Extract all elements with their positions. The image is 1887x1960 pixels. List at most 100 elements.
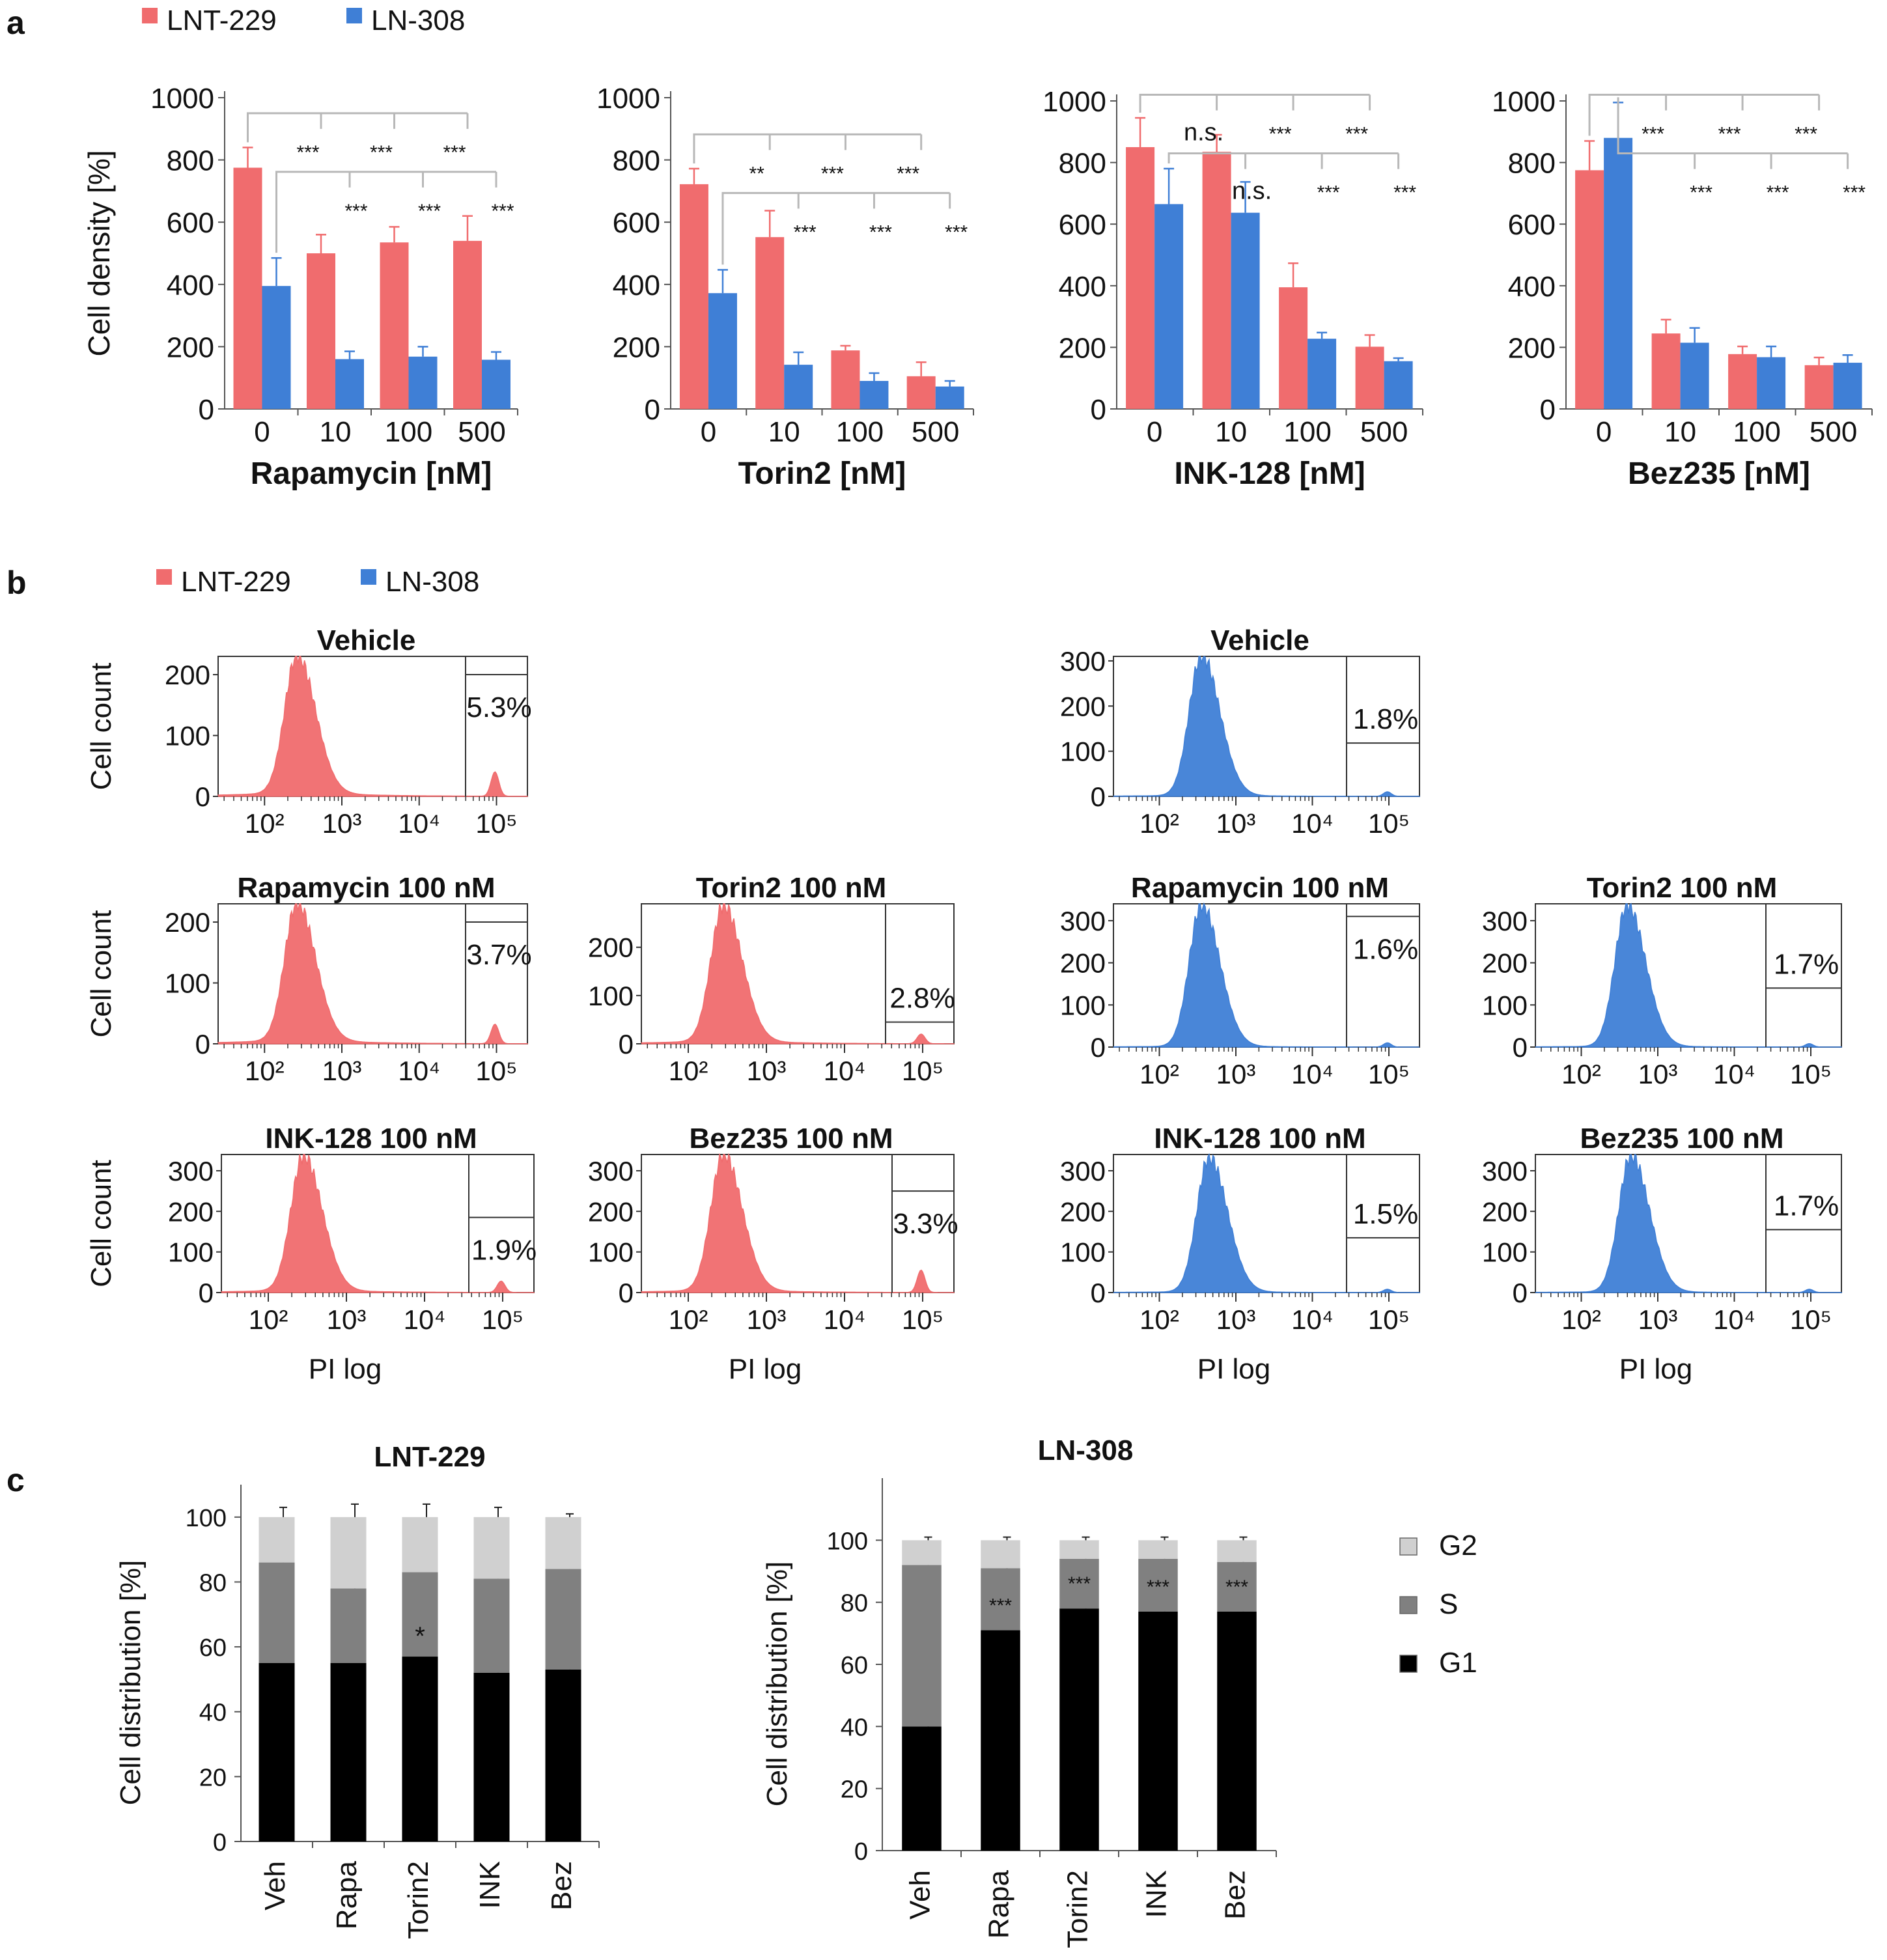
x-tick-label-5: 10⁵ <box>1790 1304 1832 1335</box>
bracket-lnt <box>247 112 468 143</box>
segment-g2-veh <box>259 1517 295 1563</box>
plot-frame <box>221 1154 535 1293</box>
bar-lnt-229-500 <box>1355 346 1384 409</box>
y-tick-label-0: 0 <box>619 1029 634 1059</box>
segment-g1-torin2 <box>1059 1608 1099 1851</box>
histogram-area <box>1535 903 1842 1048</box>
y-tick-label-200: 200 <box>588 1196 634 1227</box>
gate-percent-label: 1.7% <box>1774 1190 1839 1222</box>
density-chart-ink128: 0 200 400 600 800 1000 0 10 100 500 n.s. n.s. *** ***… <box>1042 86 1423 491</box>
y-tick-label-0: 0 <box>645 394 660 426</box>
y-tick-label-40: 40 <box>199 1700 227 1727</box>
bar-ln-308-10 <box>335 359 364 409</box>
sig-annotation-rapa: *** <box>989 1595 1012 1617</box>
x-tick-label-4: 10⁴ <box>1713 1304 1755 1335</box>
bracket-lnt <box>1588 94 1819 136</box>
histogram-title: Bez235 100 nM <box>689 1123 893 1155</box>
y-axis-title: Cell count <box>85 663 117 791</box>
segment-g2-rapa <box>981 1540 1020 1569</box>
sig-ln-500: *** <box>1843 182 1866 204</box>
plot-frame <box>217 656 528 797</box>
sig-lnt-10: *** <box>1642 124 1664 145</box>
sig-lnt-500: *** <box>897 163 919 184</box>
y-tick-label-0: 0 <box>199 394 214 426</box>
x-axis-title: INK-128 [nM] <box>1174 456 1365 491</box>
x-axis-title: PI log <box>1197 1353 1271 1385</box>
sig-annotation-torin2: *** <box>1068 1573 1091 1595</box>
y-tick-label-200: 200 <box>1060 691 1106 721</box>
y-tick-label-400: 400 <box>613 270 660 301</box>
x-axis-title: Bez235 [nM] <box>1628 456 1810 491</box>
x-tick-label-2: 10² <box>245 808 285 839</box>
histogram-title: Torin2 100 nM <box>1587 872 1778 904</box>
x-tick-label-100: 100 <box>1733 416 1780 448</box>
y-tick-label-1000: 1000 <box>1492 86 1556 118</box>
x-tick-label-0: 0 <box>1596 416 1612 448</box>
y-tick-label-0: 0 <box>1091 1032 1106 1063</box>
gate-percent-label: 3.7% <box>466 939 531 971</box>
x-tick-label-2: 10² <box>249 1304 288 1335</box>
histogram-title: INK-128 100 nM <box>1154 1123 1365 1155</box>
x-tick-label-10: 10 <box>768 416 800 448</box>
x-tick-label-5: 10⁵ <box>902 1304 944 1335</box>
segment-g2-ink <box>473 1517 510 1579</box>
x-tick-label-rapa: Rapa <box>331 1860 363 1929</box>
y-tick-label-400: 400 <box>1059 271 1106 303</box>
y-tick-label-300: 300 <box>1060 646 1106 677</box>
x-tick-label-4: 10⁴ <box>824 1304 866 1335</box>
y-tick-label-400: 400 <box>1508 271 1556 303</box>
panel-letter-a: a <box>7 5 25 41</box>
x-tick-label-veh: Veh <box>904 1870 936 1920</box>
y-tick-label-100: 100 <box>1060 990 1106 1020</box>
histogram-lnt-torin2: 2.8% 0 100 200 10² 10³ 10⁴ 10⁵ Torin2 100 nM <box>588 872 955 1086</box>
x-tick-label-3: 10³ <box>322 1056 362 1086</box>
sig-annotation-ink: *** <box>1147 1576 1169 1598</box>
x-axis-title: PI log <box>729 1353 802 1385</box>
y-tick-label-100: 100 <box>1482 1237 1528 1268</box>
legend-a-ln-label: LN-308 <box>371 5 465 36</box>
sig-lnt-100: *** <box>821 163 844 184</box>
y-tick-label-600: 600 <box>1508 209 1556 241</box>
legend-a-lnt-swatch <box>142 8 158 23</box>
x-tick-label-ink: INK <box>1141 1870 1173 1918</box>
legend-swatch-g2 <box>1399 1537 1418 1556</box>
bracket-lnt <box>693 133 921 163</box>
x-tick-label-100: 100 <box>1283 416 1331 448</box>
gate-percent-label: 2.8% <box>889 983 955 1015</box>
plot-frame <box>1535 1154 1842 1293</box>
x-tick-label-500: 500 <box>1810 416 1857 448</box>
histogram-area <box>217 656 528 797</box>
segment-g2-rapa <box>330 1517 367 1589</box>
x-tick-label-0: 0 <box>1147 416 1162 448</box>
bar-lnt-229-0 <box>679 184 708 409</box>
x-tick-label-0: 0 <box>701 416 716 448</box>
histogram-area <box>1113 902 1419 1048</box>
x-tick-label-10: 10 <box>1215 416 1247 448</box>
histogram-area <box>221 1154 535 1293</box>
sig-ln-100: *** <box>1767 182 1789 204</box>
legend-b-lnt-swatch <box>156 569 172 585</box>
histogram-ln-torin2: 1.7% 0 100 200 300 10² 10³ 10⁴ 10⁵ Torin2 100 nM <box>1482 872 1842 1089</box>
sig-ln-10: n.s. <box>1232 178 1272 205</box>
bar-ln-308-500 <box>1833 363 1862 409</box>
y-tick-label-200: 200 <box>1060 948 1106 979</box>
y-tick-label-200: 200 <box>165 660 210 690</box>
x-tick-label-3: 10³ <box>1216 808 1256 839</box>
y-tick-label-600: 600 <box>1059 209 1106 241</box>
segment-g1-rapa <box>330 1663 367 1841</box>
x-axis-title: Torin2 [nM] <box>738 456 906 491</box>
bar-ln-308-10 <box>1680 343 1709 409</box>
y-tick-label-100: 100 <box>165 721 210 751</box>
bracket-ln <box>275 171 496 253</box>
bar-ln-308-100 <box>408 356 438 409</box>
y-tick-label-100: 100 <box>1060 1237 1106 1268</box>
bar-lnt-229-100 <box>1728 354 1757 409</box>
x-tick-label-500: 500 <box>912 416 959 448</box>
y-tick-label-200: 200 <box>168 1196 214 1227</box>
sig-ln-500: *** <box>945 221 968 243</box>
x-tick-label-10: 10 <box>320 416 352 448</box>
x-tick-label-3: 10³ <box>1638 1059 1678 1089</box>
sig-annotation-torin2: * <box>415 1622 425 1651</box>
y-tick-label-100: 100 <box>588 981 634 1011</box>
